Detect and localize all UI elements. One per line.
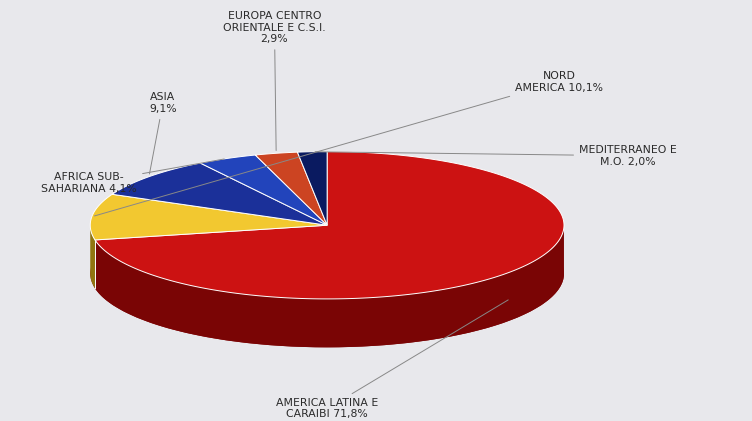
Polygon shape bbox=[90, 194, 327, 240]
Text: ASIA
9,1%: ASIA 9,1% bbox=[149, 92, 177, 174]
Polygon shape bbox=[298, 152, 327, 225]
Ellipse shape bbox=[90, 200, 564, 347]
Text: AFRICA SUB-
SAHARIANA 4,1%: AFRICA SUB- SAHARIANA 4,1% bbox=[41, 159, 224, 194]
Polygon shape bbox=[95, 226, 564, 347]
Polygon shape bbox=[200, 155, 327, 225]
Polygon shape bbox=[112, 163, 327, 225]
Text: AMERICA LATINA E
CARAIBI 71,8%: AMERICA LATINA E CARAIBI 71,8% bbox=[276, 300, 508, 419]
Text: MEDITERRANEO E
M.O. 2,0%: MEDITERRANEO E M.O. 2,0% bbox=[315, 145, 677, 167]
Polygon shape bbox=[95, 152, 564, 299]
Polygon shape bbox=[90, 225, 95, 288]
Text: EUROPA CENTRO
ORIENTALE E C.S.I.
2,9%: EUROPA CENTRO ORIENTALE E C.S.I. 2,9% bbox=[223, 11, 326, 150]
Polygon shape bbox=[256, 152, 327, 225]
Text: NORD
AMERICA 10,1%: NORD AMERICA 10,1% bbox=[95, 71, 603, 216]
